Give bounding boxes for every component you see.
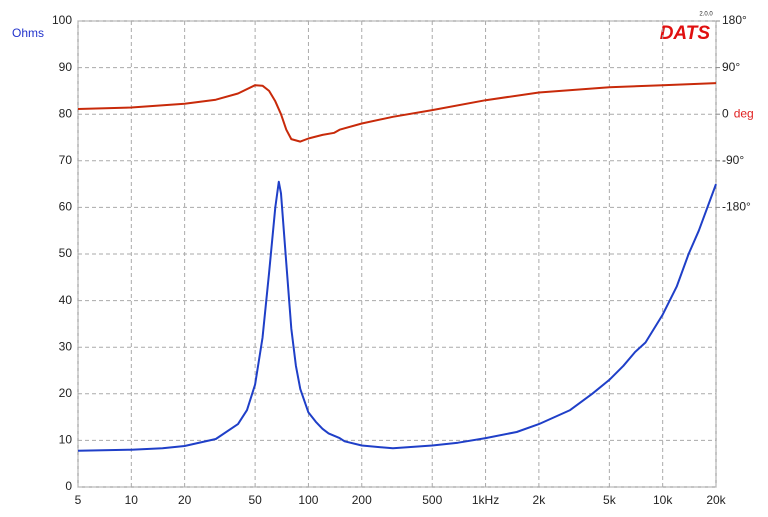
y-tick-label: 70: [59, 153, 73, 167]
y2-tick-label: -90°: [722, 153, 744, 167]
y2-tick-label: 180°: [722, 13, 747, 27]
x-tick-label: 10: [125, 493, 139, 507]
y-axis-label: Ohms: [12, 26, 44, 40]
y-tick-label: 40: [59, 293, 73, 307]
x-tick-label: 5k: [603, 493, 617, 507]
y-tick-label: 50: [59, 246, 73, 260]
y2-axis-label: deg: [734, 106, 754, 120]
x-tick-label: 2k: [533, 493, 547, 507]
series-line: [77, 180, 717, 452]
y-tick-label: 20: [59, 386, 73, 400]
y-tick-label: 30: [59, 339, 73, 353]
y-tick-label: 100: [52, 13, 72, 27]
y-tick-label: 90: [59, 60, 73, 74]
series-line: [77, 82, 717, 143]
x-tick-label: 1kHz: [472, 493, 499, 507]
x-tick-label: 20k: [706, 493, 726, 507]
y2-tick-label: -180°: [722, 200, 751, 214]
x-tick-label: 200: [352, 493, 372, 507]
logo: DATS: [660, 23, 711, 44]
x-tick-label: 50: [248, 493, 262, 507]
y-tick-label: 10: [59, 433, 73, 447]
x-tick-label: 5: [75, 493, 82, 507]
x-tick-label: 100: [298, 493, 318, 507]
y-tick-label: 60: [59, 200, 73, 214]
x-tick-label: 20: [178, 493, 192, 507]
x-tick-label: 500: [422, 493, 442, 507]
y2-tick-label: 90°: [722, 60, 740, 74]
logo-version: 2.0.0: [699, 12, 713, 18]
x-tick-label: 10k: [653, 493, 673, 507]
y2-tick-label: 0: [722, 106, 729, 120]
y-tick-label: 80: [59, 106, 73, 120]
y-tick-label: 0: [65, 479, 72, 493]
